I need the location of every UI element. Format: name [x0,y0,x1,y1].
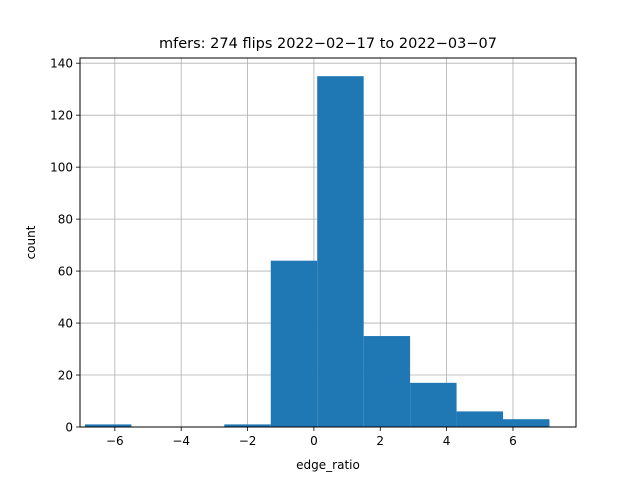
y-axis-ticks: 0 20 40 60 80 100 120 140 [50,57,80,435]
x-tick-label: −2 [239,434,257,448]
histogram-bar [363,336,411,427]
x-tick-label: 6 [509,434,517,448]
x-tick-label: 4 [443,434,451,448]
y-tick-label: 80 [58,213,73,227]
histogram-bar [456,411,504,427]
histogram-bar [84,424,132,427]
x-axis-label: edge_ratio [296,458,360,472]
histogram-bar [317,76,364,428]
y-tick-label: 120 [50,109,73,123]
histogram-bar [270,260,318,427]
histogram-bars [84,76,550,428]
y-tick-label: 40 [58,317,73,331]
y-tick-label: 0 [65,421,73,435]
y-tick-label: 60 [58,265,73,279]
y-tick-label: 20 [58,369,73,383]
histogram-bar [503,419,550,427]
x-axis-ticks: −6 −4 −2 0 2 4 6 [106,427,517,448]
x-tick-label: −6 [106,434,124,448]
histogram-bar [224,424,271,427]
y-tick-label: 140 [50,57,73,71]
x-tick-label: 0 [310,434,318,448]
x-tick-label: −4 [172,434,190,448]
histogram-bar [410,382,457,427]
x-tick-label: 2 [376,434,384,448]
chart-title: mfers: 274 flips 2022−02−17 to 2022−03−0… [159,36,497,52]
y-axis-label: count [24,225,38,259]
plot-frame [79,57,577,428]
y-tick-label: 100 [50,161,73,175]
